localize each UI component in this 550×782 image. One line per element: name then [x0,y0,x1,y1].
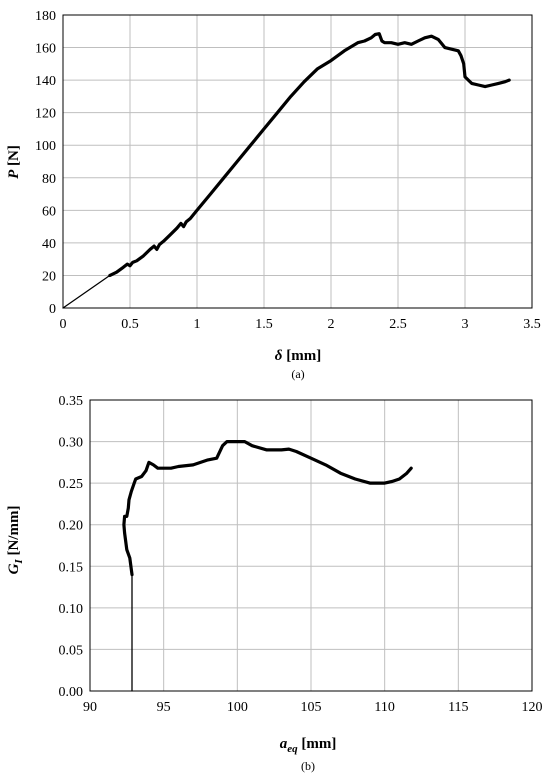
chart-a-x-tick-label: 2 [328,317,335,332]
chart-a-x-tick-label: 2.5 [389,317,407,332]
chart-b-y-tick-label: 0.10 [59,602,84,617]
chart-a-series-line-0 [62,274,111,309]
chart-b-x-tick-label: 90 [83,700,97,715]
chart-b-y-ticks: 0.00 0.05 0.10 0.15 0.20 0.25 0.30 0.35 [59,394,84,700]
chart-b-caption: (b) [301,759,315,773]
chart-b-x-tick-label: 115 [448,700,468,715]
chart-a-x-tick-label: 1 [194,317,201,332]
chart-a-y-axis-label: P [N] [6,145,22,179]
chart-b-y-tick-label: 0.05 [59,643,84,658]
chart-b-x-axis-label-sub: eq [287,743,298,755]
chart-a-x-axis-label-main: δ [275,348,283,364]
chart-a-y-tick-label: 0 [49,302,56,317]
chart-a-series-line-1 [108,32,511,277]
chart-b-plot-frame [89,399,533,692]
chart-b-y-tick-label: 0.15 [59,560,84,575]
chart-b-x-tick-label: 110 [374,700,394,715]
chart-b-x-axis-label: aeq [mm] [280,736,337,755]
chart-a-y-tick-label: 180 [35,9,56,24]
chart-b-series [122,440,413,692]
chart-b-x-tick-label: 120 [522,700,543,715]
chart-a-y-tick-label: 40 [42,237,56,252]
chart-a-x-axis-label: δ [mm] [275,348,321,364]
chart-a-y-ticks: 0 20 40 60 80 100 120 140 160 180 [35,9,56,317]
chart-b-y-axis-label-main: G [6,563,22,574]
chart-b-x-axis-label-main: a [280,736,288,752]
chart-b-x-tick-label: 105 [301,700,322,715]
chart-b-y-axis-label: GI [N/mm] [6,506,25,575]
chart-a-y-tick-label: 120 [35,107,56,122]
chart-a-x-axis-label-unit: [mm] [282,348,321,364]
chart-a-y-tick-label: 60 [42,204,56,219]
chart-a-y-axis-label-unit: [N] [6,145,22,170]
chart-b-y-axis-label-unit: [N/mm] [6,506,22,560]
chart-b-y-tick-label: 0.25 [59,477,84,492]
chart-b-x-tick-label: 100 [227,700,248,715]
chart-a-x-tick-label: 3 [462,317,469,332]
chart-a-x-tick-label: 0.5 [121,317,139,332]
chart-a-y-tick-label: 100 [35,139,56,154]
chart-a-y-axis-label-main: P [6,169,22,179]
chart-a-plot-frame [62,14,533,309]
chart-a-x-tick-label: 0 [60,317,67,332]
chart-b-x-ticks: 90 95 100 105 110 115 120 [83,700,543,715]
chart-b: 90 95 100 105 110 115 120 0.00 0.05 0.10 0.15 0.20… [6,394,543,773]
chart-a: 0 0.5 1 1.5 2 2.5 3 3.5 0 20 40 60 80 100 120 140 160 18… [6,9,541,381]
chart-b-y-tick-label: 0.00 [59,685,84,700]
chart-a-series [62,32,511,309]
chart-b-y-tick-label: 0.30 [59,436,84,451]
chart-a-x-tick-label: 3.5 [523,317,541,332]
chart-b-y-tick-label: 0.20 [59,519,84,534]
chart-a-caption: (a) [291,367,304,381]
chart-a-y-tick-label: 160 [35,42,56,57]
chart-b-series-line-1 [122,440,413,577]
chart-a-y-tick-label: 20 [42,269,56,284]
chart-b-x-axis-label-unit: [mm] [298,736,337,752]
chart-b-y-tick-label: 0.35 [59,394,84,409]
chart-b-y-axis-label-sub: I [13,559,25,565]
chart-a-y-tick-label: 80 [42,172,56,187]
chart-b-grid [89,399,533,692]
chart-a-x-tick-label: 1.5 [255,317,273,332]
chart-b-x-tick-label: 95 [157,700,171,715]
chart-a-y-tick-label: 140 [35,74,56,89]
chart-a-x-ticks: 0 0.5 1 1.5 2 2.5 3 3.5 [60,317,541,332]
